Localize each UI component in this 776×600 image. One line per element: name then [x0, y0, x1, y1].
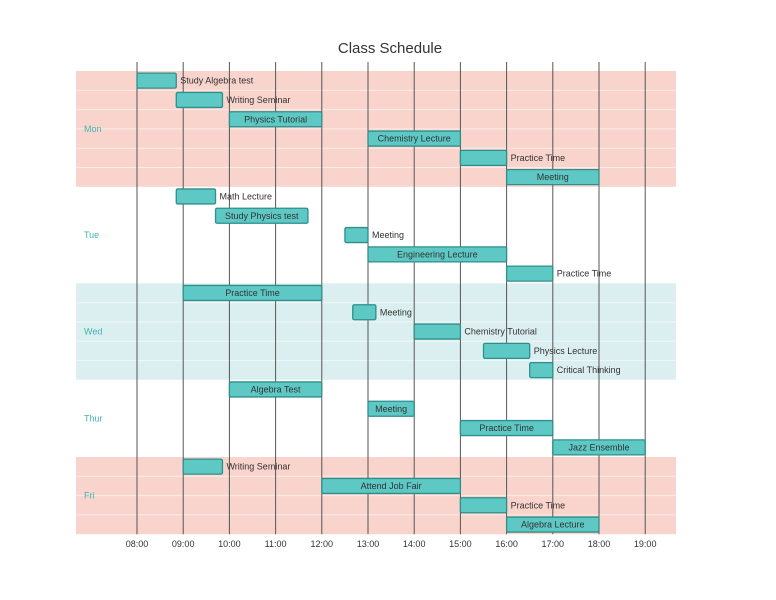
task-label: Attend Job Fair	[361, 481, 422, 491]
task-bar	[182, 284, 323, 302]
day-label-fri: Fri	[84, 491, 95, 501]
task-label: Meeting	[375, 404, 407, 414]
task-bar	[459, 149, 508, 167]
task-bar	[529, 361, 554, 379]
x-tick-label: 17:00	[542, 539, 565, 549]
task-label: Practice Time	[557, 269, 612, 279]
task-bar	[505, 265, 554, 282]
chart-title: Class Schedule	[338, 40, 442, 57]
task-bar	[214, 207, 309, 224]
day-labels: Mon Tue Wed Thur Fri	[84, 124, 103, 501]
task-bar	[175, 91, 224, 109]
task-bar	[175, 188, 217, 205]
task-label: Physics Tutorial	[244, 114, 307, 124]
x-tick-label: 15:00	[449, 539, 472, 549]
task-label: Practice Time	[511, 153, 566, 163]
task-label: Math Lecture	[220, 191, 273, 201]
task-bar	[505, 516, 600, 533]
task-bar	[552, 439, 646, 456]
x-tick-label: 10:00	[218, 539, 241, 549]
x-tick-label: 19:00	[634, 539, 657, 549]
task-label: Physics Lecture	[534, 346, 598, 356]
task-label: Critical Thinking	[557, 365, 621, 375]
x-tick-label: 09:00	[172, 539, 195, 549]
task-bar	[228, 111, 323, 128]
task-label: Chemistry Tutorial	[464, 327, 537, 337]
task-label: Practice Time	[225, 288, 280, 298]
task-label: Meeting	[537, 172, 569, 182]
day-label-tue: Tue	[84, 230, 99, 240]
task-label: Study Algebra test	[180, 76, 254, 86]
task-label: Writing Seminar	[226, 95, 290, 105]
task-label: Practice Time	[479, 423, 534, 433]
task-bar	[321, 477, 462, 495]
x-tick-label: 18:00	[588, 539, 611, 549]
task-bar	[459, 497, 508, 514]
x-tick-label: 16:00	[495, 539, 518, 549]
task-bars	[136, 72, 646, 533]
task-bar	[344, 226, 369, 244]
day-label-thur: Thur	[84, 413, 103, 423]
task-label: Meeting	[380, 307, 412, 317]
day-band-wed	[76, 283, 676, 380]
task-bar	[505, 168, 600, 186]
task-label: Study Physics test	[225, 211, 299, 221]
x-tick-label: 13:00	[357, 539, 380, 549]
x-tick-label: 08:00	[126, 539, 149, 549]
task-bar	[367, 246, 508, 263]
day-label-mon: Mon	[84, 124, 102, 134]
task-bar	[352, 304, 377, 321]
x-axis-ticks: 08:00 09:00 10:00 11:00 12:00 13:00 14:00 15:00…	[126, 539, 657, 549]
task-bar	[182, 458, 224, 475]
task-bar	[367, 400, 415, 417]
task-label: Chemistry Lecture	[378, 134, 451, 144]
task-bar	[228, 381, 323, 398]
x-tick-label: 12:00	[311, 539, 334, 549]
task-label: Algebra Lecture	[521, 520, 585, 530]
task-label: Meeting	[372, 230, 404, 240]
task-label: Algebra Test	[251, 384, 301, 394]
task-label: Practice Time	[511, 500, 566, 510]
task-bar	[413, 323, 462, 340]
task-label: Writing Seminar	[226, 462, 290, 472]
task-bar	[367, 130, 462, 147]
x-tick-label: 11:00	[265, 539, 287, 549]
task-bar	[136, 72, 177, 89]
row-gridlines	[76, 89, 676, 516]
task-label: Engineering Lecture	[397, 249, 478, 259]
task-labels: Study Algebra test Writing Seminar Physics…	[180, 76, 629, 530]
task-label: Jazz Ensemble	[568, 442, 629, 452]
task-bar	[482, 342, 531, 360]
day-label-wed: Wed	[84, 327, 102, 337]
x-tick-label: 14:00	[403, 539, 426, 549]
task-bar	[459, 419, 554, 437]
